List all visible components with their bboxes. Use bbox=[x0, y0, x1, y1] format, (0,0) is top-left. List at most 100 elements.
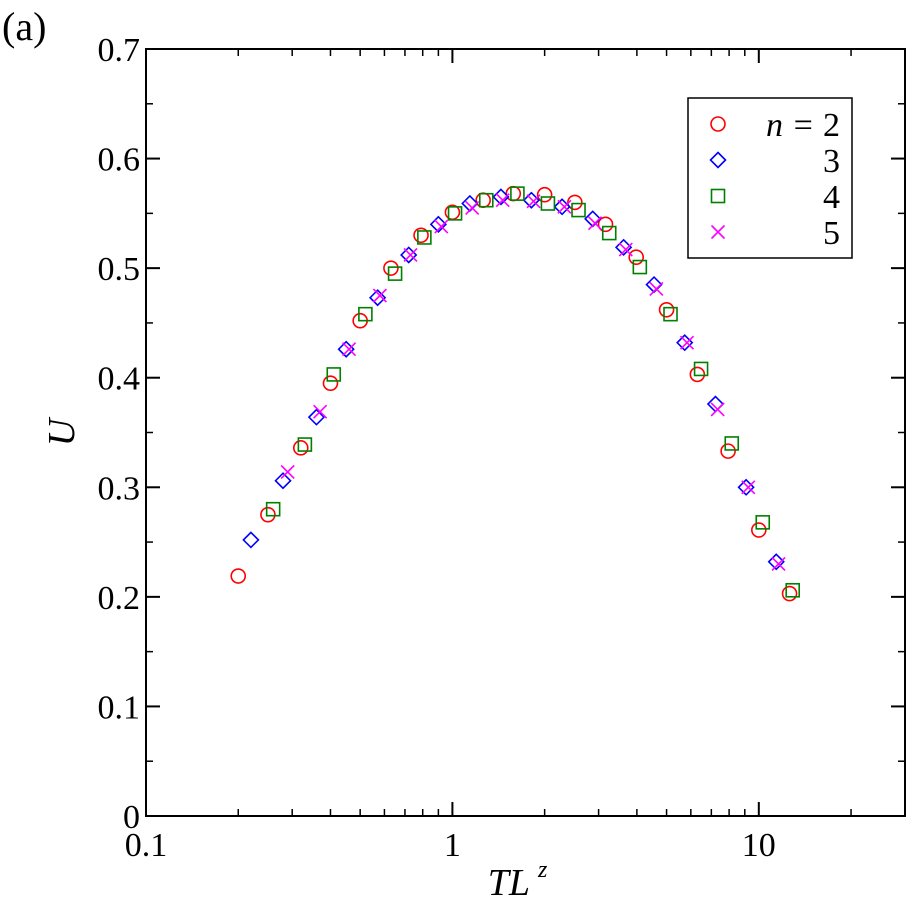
data-point bbox=[720, 443, 736, 459]
legend-value: 2 bbox=[823, 107, 840, 144]
data-point bbox=[313, 404, 328, 419]
data-point bbox=[429, 215, 448, 233]
data-point bbox=[242, 531, 260, 549]
y-tick-labels: 0 0.1 0.2 0.3 0.4 0.5 0.6 0.7 bbox=[98, 32, 141, 836]
data-point bbox=[337, 340, 355, 358]
data-point bbox=[307, 408, 326, 426]
data-point bbox=[495, 193, 510, 208]
y-tick-label: 0 bbox=[123, 799, 140, 836]
data-point bbox=[689, 366, 706, 383]
data-point bbox=[676, 334, 694, 352]
data-point bbox=[280, 464, 295, 480]
legend-label-n5: 5 bbox=[823, 215, 840, 252]
series-n2 bbox=[230, 185, 798, 602]
data-point bbox=[751, 522, 767, 538]
legend-label-n2: n = 2 bbox=[766, 107, 840, 144]
data-point bbox=[628, 249, 645, 265]
series-n4 bbox=[265, 186, 800, 598]
legend-marker-n2 bbox=[710, 116, 726, 132]
data-point bbox=[372, 288, 387, 303]
data-point bbox=[771, 556, 786, 572]
data-point bbox=[781, 585, 798, 602]
data-point bbox=[741, 480, 756, 495]
data-point bbox=[632, 259, 648, 275]
x-tick-labels: 0.1 1 10 bbox=[125, 827, 776, 864]
data-point bbox=[557, 199, 572, 214]
data-points bbox=[230, 185, 800, 602]
data-point bbox=[645, 275, 663, 294]
data-point bbox=[342, 342, 357, 357]
legend-marker-n4 bbox=[710, 188, 726, 204]
data-point bbox=[658, 301, 675, 318]
data-point bbox=[230, 568, 247, 584]
data-point bbox=[706, 395, 725, 413]
data-point bbox=[614, 238, 633, 256]
y-tick-label: 0.6 bbox=[98, 142, 141, 179]
data-point bbox=[326, 367, 342, 382]
x-tick-label: 0.1 bbox=[125, 827, 168, 864]
axis-ticks bbox=[145, 48, 906, 817]
legend-label-n3: 3 bbox=[823, 143, 840, 180]
y-tick-label: 0.7 bbox=[98, 32, 141, 69]
data-point bbox=[587, 216, 603, 231]
legend-label-n4: 4 bbox=[823, 179, 840, 216]
data-point bbox=[413, 227, 429, 244]
data-point bbox=[383, 260, 399, 276]
y-tick-label: 0.3 bbox=[98, 470, 141, 507]
data-point bbox=[526, 194, 541, 209]
data-point bbox=[274, 472, 292, 490]
data-point bbox=[755, 515, 771, 530]
data-point bbox=[403, 247, 418, 263]
data-point bbox=[478, 192, 494, 208]
y-tick-label: 0.4 bbox=[98, 361, 141, 398]
data-point bbox=[618, 242, 633, 257]
data-point bbox=[358, 306, 373, 322]
data-point bbox=[265, 501, 281, 517]
data-point bbox=[663, 306, 678, 322]
data-point bbox=[710, 402, 725, 417]
legend-marker-n5 bbox=[710, 224, 726, 240]
data-point bbox=[597, 216, 614, 233]
data-point bbox=[540, 196, 556, 211]
y-axis-label: U bbox=[41, 416, 83, 446]
data-point bbox=[447, 206, 463, 221]
data-point bbox=[417, 230, 432, 245]
x-axis-label-superscript: z bbox=[537, 857, 548, 883]
data-point bbox=[260, 506, 276, 523]
x-tick-label: 10 bbox=[742, 827, 776, 864]
data-point bbox=[536, 186, 553, 203]
data-point bbox=[693, 361, 709, 377]
y-tick-label: 0.2 bbox=[98, 580, 141, 617]
data-point bbox=[387, 266, 403, 281]
data-point bbox=[785, 582, 800, 598]
legend-prefix: n = bbox=[766, 107, 823, 144]
data-point bbox=[292, 440, 309, 456]
data-point bbox=[400, 246, 418, 264]
data-point bbox=[649, 281, 664, 297]
legend-marker-n3 bbox=[709, 151, 727, 169]
data-point bbox=[465, 200, 480, 215]
data-point bbox=[434, 219, 449, 234]
data-point bbox=[510, 186, 525, 201]
data-point bbox=[461, 194, 479, 213]
data-point bbox=[724, 436, 740, 451]
x-axis-label: TL z bbox=[488, 857, 548, 903]
panel-label: (a) bbox=[2, 4, 46, 49]
x-axis-label-main: TL bbox=[488, 862, 530, 903]
legend-box bbox=[687, 97, 853, 259]
data-point bbox=[297, 437, 313, 452]
y-tick-label: 0.5 bbox=[98, 251, 141, 288]
data-point bbox=[322, 375, 339, 391]
data-point bbox=[679, 335, 695, 350]
x-tick-label: 1 bbox=[444, 827, 461, 864]
data-point bbox=[475, 192, 491, 209]
data-point bbox=[601, 225, 617, 241]
data-point bbox=[737, 478, 755, 496]
data-point bbox=[368, 289, 387, 307]
series-n5 bbox=[280, 193, 786, 572]
data-point bbox=[571, 202, 586, 218]
data-point bbox=[767, 553, 785, 571]
y-tick-label: 0.1 bbox=[98, 689, 141, 726]
